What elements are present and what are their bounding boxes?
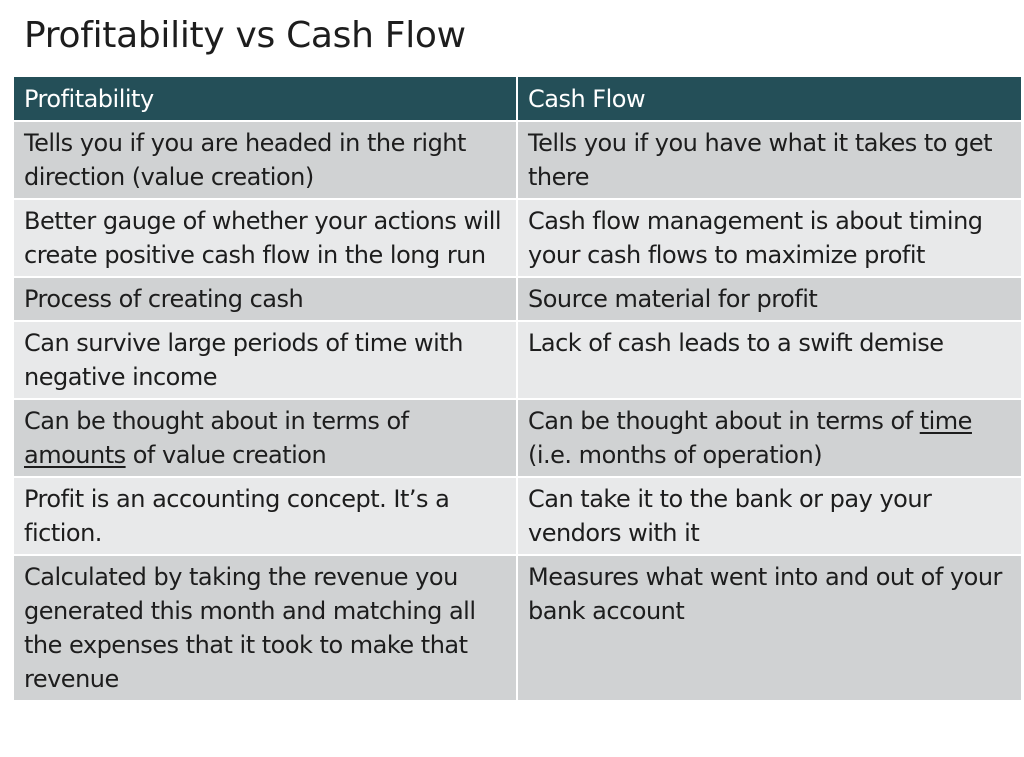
- cell-cash-flow: Lack of cash leads to a swift demise: [516, 320, 1023, 400]
- underlined-term-time: time: [919, 407, 973, 435]
- cell-cash-flow: Source material for profit: [516, 276, 1023, 322]
- cell-profitability: Calculated by taking the revenue you gen…: [12, 554, 518, 702]
- comparison-table: Profitability Cash Flow Tells you if you…: [12, 75, 1023, 702]
- slide-title: Profitability vs Cash Flow: [24, 15, 466, 56]
- header-profitability: Profitability: [12, 75, 518, 122]
- cell-cash-flow: Can take it to the bank or pay your vend…: [516, 476, 1023, 556]
- cell-profitability: Better gauge of whether your actions wil…: [12, 198, 518, 278]
- cell-cash-flow: Tells you if you have what it takes to g…: [516, 120, 1023, 200]
- cell-profitability: Can survive large periods of time with n…: [12, 320, 518, 400]
- table-row: Can be thought about in terms of amounts…: [12, 398, 1023, 478]
- cell-cash-flow: Cash flow management is about timing you…: [516, 198, 1023, 278]
- table-row: Better gauge of whether your actions wil…: [12, 198, 1023, 278]
- cell-text-after: of value creation: [125, 441, 327, 469]
- cell-profitability: Can be thought about in terms of amounts…: [12, 398, 518, 478]
- cell-text-before: Can be thought about in terms of: [528, 407, 920, 435]
- underlined-term-amounts: amounts: [24, 441, 126, 469]
- table-row: Tells you if you are headed in the right…: [12, 120, 1023, 200]
- table-row: Can survive large periods of time with n…: [12, 320, 1023, 400]
- table-row: Calculated by taking the revenue you gen…: [12, 554, 1023, 702]
- cell-profitability: Process of creating cash: [12, 276, 518, 322]
- table-header-row: Profitability Cash Flow: [12, 75, 1023, 122]
- cell-cash-flow: Can be thought about in terms of time (i…: [516, 398, 1023, 478]
- header-cash-flow: Cash Flow: [516, 75, 1023, 122]
- table-row: Process of creating cash Source material…: [12, 276, 1023, 322]
- cell-cash-flow: Measures what went into and out of your …: [516, 554, 1023, 702]
- cell-profitability: Tells you if you are headed in the right…: [12, 120, 518, 200]
- cell-text-before: Can be thought about in terms of: [24, 407, 409, 435]
- cell-text-after: (i.e. months of operation): [528, 441, 823, 469]
- cell-profitability: Profit is an accounting concept. It’s a …: [12, 476, 518, 556]
- table-row: Profit is an accounting concept. It’s a …: [12, 476, 1023, 556]
